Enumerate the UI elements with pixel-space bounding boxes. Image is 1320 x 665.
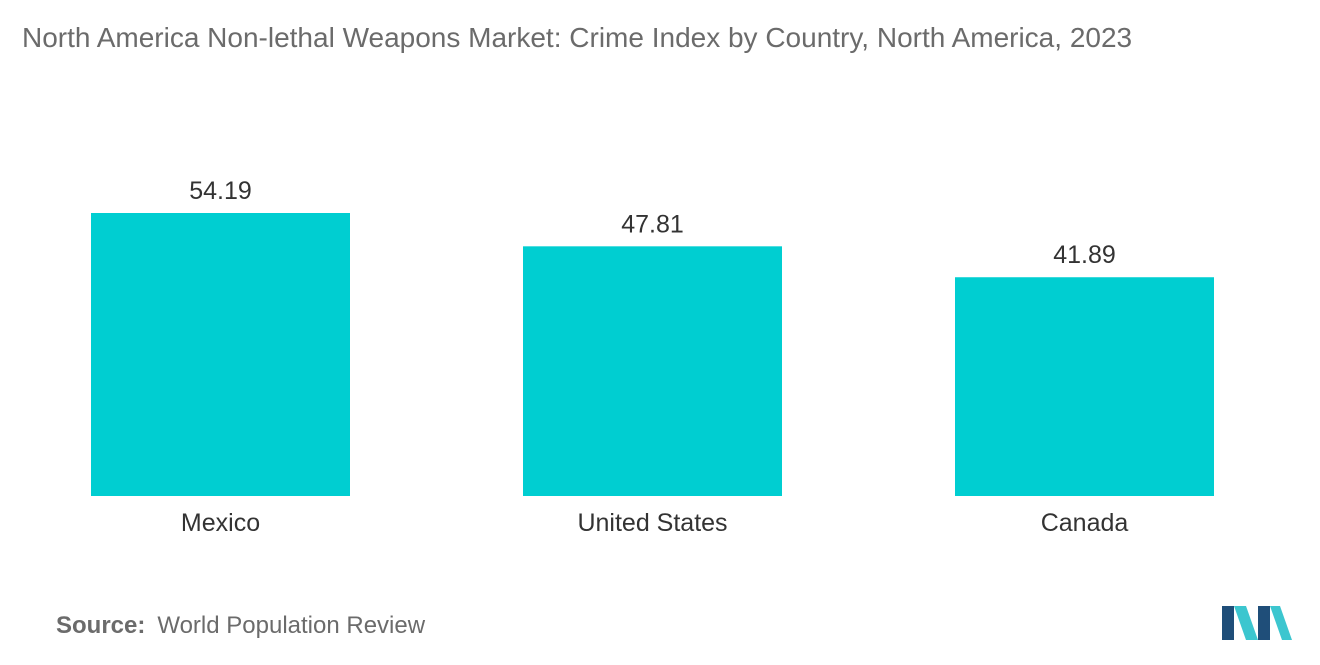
- bar-mexico: [91, 213, 350, 496]
- source-note: Source: World Population Review: [56, 612, 425, 640]
- bar-chart: 54.19 Mexico 47.81 United States 41.89 Canada: [91, 177, 1214, 537]
- bar-canada: [955, 277, 1214, 496]
- source-text: World Population Review: [157, 612, 426, 639]
- value-label: 54.19: [189, 177, 252, 205]
- logo-mid-stroke: [1258, 606, 1270, 640]
- value-label: 41.89: [1053, 241, 1116, 269]
- category-label: Mexico: [181, 509, 260, 537]
- value-label: 47.81: [621, 210, 684, 238]
- category-label: United States: [577, 509, 727, 537]
- category-label: Canada: [1041, 509, 1129, 537]
- logo-diagonal-1: [1234, 606, 1258, 640]
- logo-diagonal-2: [1270, 606, 1292, 640]
- brand-logo-icon: [1222, 606, 1292, 640]
- logo-left-stroke: [1222, 606, 1234, 640]
- bar-united-states: [523, 246, 782, 496]
- source-label: Source:: [56, 612, 146, 639]
- chart-title: North America Non-lethal Weapons Market:…: [22, 22, 1133, 53]
